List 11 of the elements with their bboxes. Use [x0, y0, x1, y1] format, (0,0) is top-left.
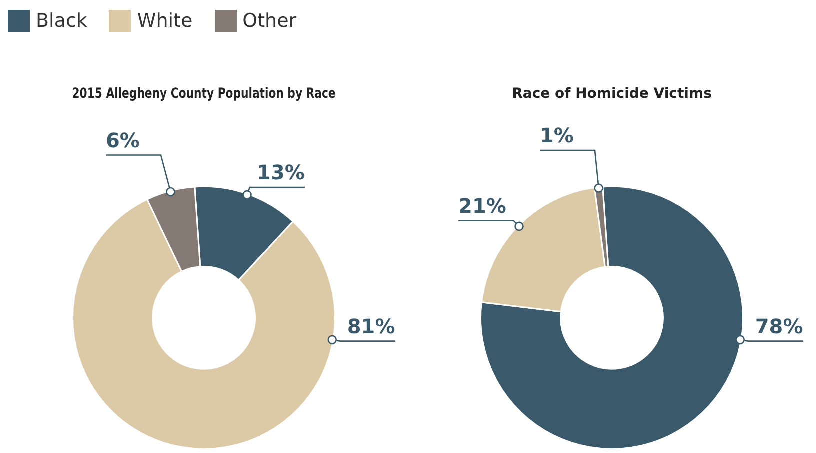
legend-label: Black: [36, 10, 88, 32]
chart-title: Race of Homicide Victims: [512, 86, 712, 102]
data-label: 6%: [106, 128, 140, 152]
data-label: 1%: [540, 124, 574, 148]
data-label: 78%: [755, 314, 804, 338]
legend-label: White: [137, 10, 193, 32]
data-label: 13%: [257, 160, 305, 185]
data-label: 81%: [347, 314, 396, 338]
data-label: 21%: [458, 194, 506, 218]
text: 2015 Allegheny County Population by Race: [72, 84, 336, 102]
legend-label: Other: [242, 10, 297, 32]
